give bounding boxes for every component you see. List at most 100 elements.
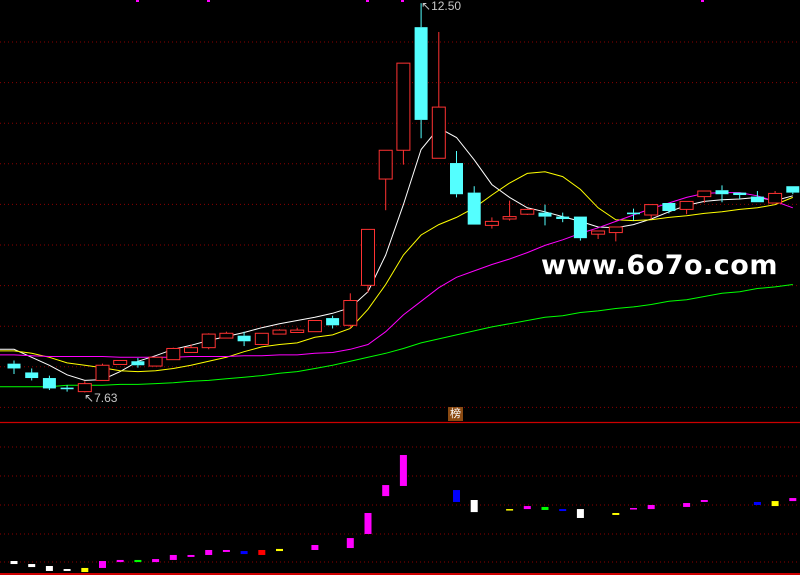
candle-body [237, 335, 251, 342]
indicator-bar [116, 559, 124, 563]
indicator-bar [506, 509, 514, 511]
candle-body [307, 319, 322, 333]
indicator-bar [364, 512, 372, 534]
indicator-bar [311, 545, 319, 550]
candle-body [573, 216, 587, 239]
indicator-bar [789, 498, 797, 502]
indicator-bar [576, 509, 584, 518]
indicator-bar [346, 538, 354, 549]
indicator-bar [81, 567, 89, 573]
indicator-bar [382, 485, 390, 497]
candle-body [520, 208, 535, 215]
indicator-bar [258, 549, 266, 555]
indicator-bar [399, 455, 407, 486]
indicator-bar [630, 508, 637, 510]
indicator-bar [10, 561, 18, 565]
candle-body [131, 361, 145, 366]
indicator-bar [753, 501, 761, 505]
arrow-icon: ↖ [84, 391, 95, 405]
watermark: www.6o7o.com [541, 250, 778, 281]
candle-body [343, 300, 358, 326]
indicator-bar [700, 500, 708, 502]
candle-body [272, 329, 287, 335]
indicator-bar [28, 564, 36, 568]
moving-average-line-2 [0, 171, 793, 373]
candle-body [290, 329, 305, 333]
indicator-bar [222, 549, 230, 552]
indicator-bar [683, 503, 691, 507]
indicator-bar [541, 506, 549, 510]
candle-body [715, 190, 729, 195]
candle-body [556, 216, 570, 219]
candle-body [254, 332, 269, 345]
candle-body [7, 363, 21, 369]
indicator-bar [470, 500, 478, 513]
indicator-bar [45, 565, 53, 571]
candle-body [502, 216, 517, 220]
indicator-bar [276, 548, 283, 552]
candle-body [361, 228, 375, 286]
indicator-bar [559, 509, 567, 512]
clipped-marker [207, 0, 210, 2]
candle-body [591, 230, 606, 235]
indicator-bar [453, 490, 460, 502]
candle-body [467, 192, 481, 225]
low-price-value: 7.63 [94, 391, 118, 405]
candle-body [662, 203, 676, 211]
candle-body [378, 149, 393, 180]
indicator-bar [240, 551, 248, 555]
candle-body [450, 163, 463, 195]
high-price-value: 12.50 [431, 0, 462, 13]
candle-body [608, 226, 623, 234]
candle-body [326, 318, 340, 326]
indicator-bar [187, 554, 195, 557]
candle-body [733, 192, 747, 196]
indicator-badge[interactable]: 榜 [448, 407, 463, 421]
clipped-marker [366, 0, 369, 2]
moving-average-line-4 [0, 284, 793, 388]
indicator-bar [647, 504, 655, 510]
indicator-bar [612, 512, 620, 515]
candle-body [414, 27, 428, 120]
candle-body [750, 196, 764, 203]
indicator-bar [99, 561, 106, 568]
candle-body [538, 212, 552, 217]
indicator-bar [63, 569, 71, 571]
candle-body [396, 62, 411, 151]
candle-body [786, 186, 800, 193]
high-price-label: ↖12.50 [421, 0, 461, 12]
candle-body [679, 200, 694, 210]
arrow-icon: ↖ [421, 0, 432, 13]
candle-body [219, 332, 234, 339]
clipped-marker [401, 0, 404, 2]
candle-body [431, 106, 446, 159]
candle-body [644, 204, 659, 216]
candle-body [25, 372, 39, 379]
low-price-label: ↖7.63 [84, 392, 117, 404]
candle-body [113, 359, 128, 365]
indicator-bar [205, 549, 213, 555]
moving-average-line-1 [0, 127, 793, 381]
candle-body [148, 356, 163, 367]
candle-body [166, 347, 181, 361]
indicator-bar [152, 559, 160, 563]
candle-body [484, 220, 499, 226]
indicator-bar [771, 501, 779, 507]
clipped-marker [136, 0, 139, 2]
candle-body [77, 383, 92, 393]
candle-body [60, 387, 74, 390]
indicator-bar [523, 506, 531, 510]
candle-body [201, 333, 216, 349]
indicator-bar [169, 554, 177, 560]
candle-body [42, 378, 56, 389]
candle-body [95, 364, 110, 381]
candle-body [697, 190, 712, 198]
candle-body [627, 212, 640, 215]
indicator-bar [134, 559, 142, 563]
moving-average-line-3 [0, 192, 793, 358]
candle-body [768, 192, 783, 204]
candle-body [184, 347, 198, 353]
clipped-marker [701, 0, 704, 2]
